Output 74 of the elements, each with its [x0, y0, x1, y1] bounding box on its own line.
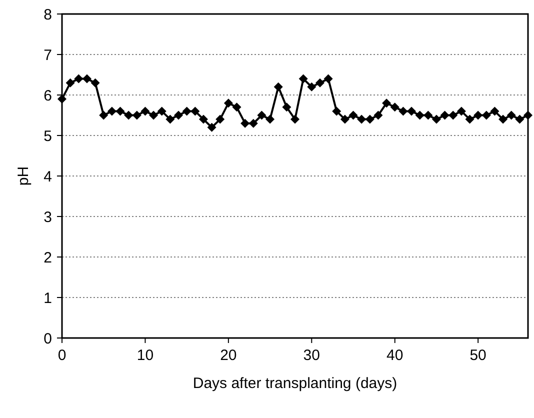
y-axis-title: pH	[15, 166, 32, 186]
y-tick-label: 2	[44, 249, 52, 266]
y-tick-label: 8	[44, 6, 52, 24]
point	[332, 106, 342, 116]
point	[216, 114, 225, 124]
x-tick-label: 30	[303, 347, 320, 364]
point	[482, 110, 491, 120]
point	[348, 110, 358, 120]
point	[382, 98, 392, 108]
point	[407, 106, 416, 116]
point	[307, 82, 316, 92]
point	[116, 106, 125, 116]
point	[232, 102, 242, 112]
point	[524, 110, 532, 120]
point	[266, 114, 275, 124]
point	[515, 114, 524, 124]
point	[82, 74, 92, 84]
point	[224, 98, 233, 108]
point	[398, 106, 408, 116]
point	[140, 106, 150, 116]
y-tick-label: 4	[44, 168, 52, 186]
point	[390, 102, 400, 112]
y-tick-label: 5	[44, 128, 52, 145]
point	[465, 114, 474, 124]
x-tick-label: 20	[220, 347, 237, 364]
point	[207, 122, 216, 132]
y-tick-label: 6	[44, 87, 52, 104]
point	[149, 110, 158, 120]
y-tick-label: 0	[44, 330, 52, 348]
point	[248, 118, 258, 128]
point	[498, 114, 508, 124]
point	[157, 106, 166, 116]
x-axis-title: Days after transplanting (days)	[192, 375, 398, 392]
point	[99, 110, 108, 120]
point	[298, 74, 308, 84]
point	[58, 94, 66, 104]
point	[365, 114, 374, 124]
point	[490, 106, 500, 116]
point	[174, 110, 183, 120]
y-tick-label: 1	[44, 290, 52, 307]
point	[107, 106, 116, 116]
y-tick-label: 7	[44, 46, 52, 64]
point	[274, 82, 283, 92]
x-tick-label: 10	[136, 347, 154, 364]
point	[198, 114, 208, 124]
point	[290, 114, 300, 124]
point	[415, 110, 424, 120]
point	[340, 114, 350, 124]
point	[440, 110, 450, 120]
x-tick-label: 40	[386, 347, 404, 364]
x-tick-label: 0	[58, 347, 66, 364]
point	[456, 106, 466, 116]
point	[190, 106, 200, 116]
point	[240, 118, 250, 128]
point	[132, 110, 142, 120]
point	[90, 78, 100, 88]
point	[315, 78, 324, 88]
point	[474, 110, 483, 120]
point	[124, 110, 134, 120]
y-tick-label: 3	[44, 208, 52, 226]
point	[424, 110, 433, 120]
point	[374, 110, 383, 120]
point	[182, 106, 192, 116]
point	[432, 114, 441, 124]
point	[324, 74, 333, 84]
point	[506, 110, 516, 120]
point	[166, 114, 175, 124]
point	[357, 114, 366, 124]
point	[448, 110, 458, 120]
point	[74, 74, 84, 84]
point	[257, 110, 266, 120]
point	[282, 102, 292, 112]
point	[66, 78, 75, 88]
x-tick-label: 50	[470, 347, 486, 364]
